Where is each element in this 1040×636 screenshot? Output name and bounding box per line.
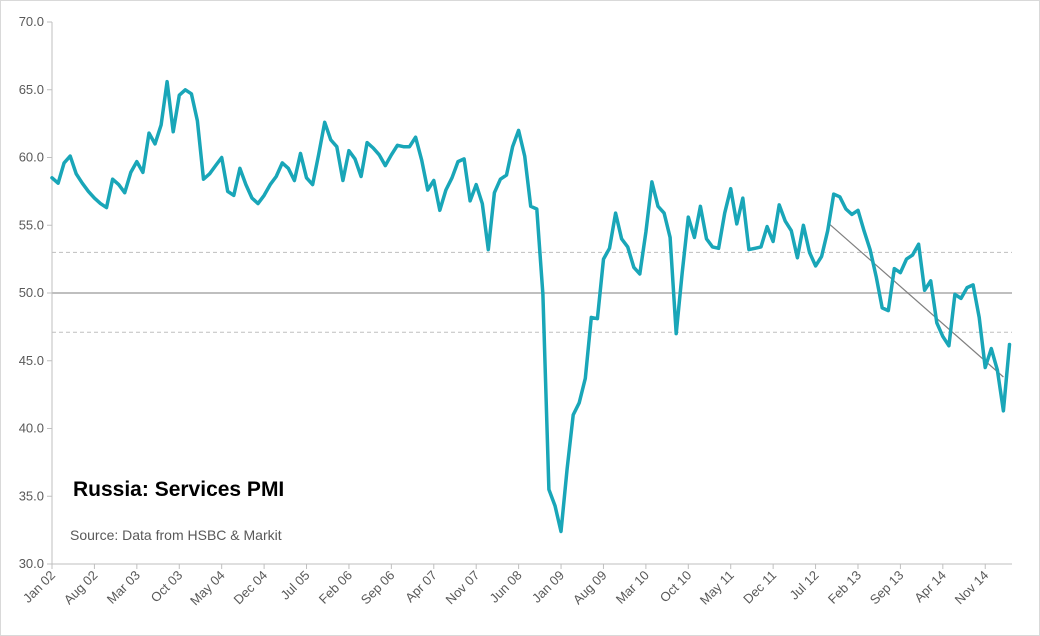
x-tick-label: Jul 12	[787, 568, 822, 603]
x-tick-label: Sep 13	[867, 568, 907, 608]
x-tick-label: Oct 03	[148, 568, 186, 606]
x-tick-label: Nov 07	[443, 568, 483, 608]
x-tick-label: Mar 03	[104, 568, 143, 607]
x-tick-label: Sep 06	[358, 568, 398, 608]
x-tick-label: Mar 10	[613, 568, 652, 607]
x-tick-label: Jan 09	[529, 568, 567, 606]
x-tick-label: Oct 10	[657, 568, 695, 606]
y-axis-ticks: 30.0 35.0 40.0 45.0 50.0 55.0 60.0 65.0 70.0	[19, 14, 52, 571]
x-tick-label: Nov 14	[952, 568, 992, 608]
x-tick-label: Apr 14	[911, 568, 949, 606]
x-tick-label: Aug 02	[61, 568, 101, 608]
y-tick-label: 65.0	[19, 82, 44, 97]
y-tick-label: 35.0	[19, 488, 44, 503]
chart-source: Source: Data from HSBC & Markit	[70, 527, 282, 543]
x-tick-label: Aug 09	[570, 568, 610, 608]
trendline	[827, 222, 1004, 378]
x-tick-label: May 11	[697, 568, 737, 608]
x-tick-label: Feb 06	[316, 568, 355, 607]
x-tick-label: Feb 13	[825, 568, 864, 607]
series-line-services-pmi	[50, 79, 1012, 534]
y-tick-label: 40.0	[19, 421, 44, 436]
y-tick-label: 60.0	[19, 150, 44, 165]
x-tick-label: May 04	[187, 568, 228, 609]
y-tick-label: 50.0	[19, 285, 44, 300]
y-tick-label: 70.0	[19, 14, 44, 29]
x-tick-label: Jan 02	[20, 568, 58, 606]
x-axis-ticks: Jan 02 Aug 02 Mar 03 Oct 03 May 04 Dec 04 Jul …	[20, 564, 991, 608]
y-tick-label: 30.0	[19, 556, 44, 571]
x-tick-label: Jun 08	[487, 568, 525, 606]
chart-title: Russia: Services PMI	[73, 478, 285, 501]
y-tick-label: 45.0	[19, 353, 44, 368]
y-tick-label: 55.0	[19, 217, 44, 232]
x-tick-label: Apr 07	[402, 568, 440, 606]
series-group	[50, 79, 1012, 534]
x-tick-label: Jul 05	[277, 568, 312, 603]
trendline-group	[827, 222, 1004, 378]
reference-lines	[52, 251, 1012, 333]
x-tick-label: Dec 04	[230, 568, 270, 608]
x-tick-label: Dec 11	[740, 568, 779, 607]
